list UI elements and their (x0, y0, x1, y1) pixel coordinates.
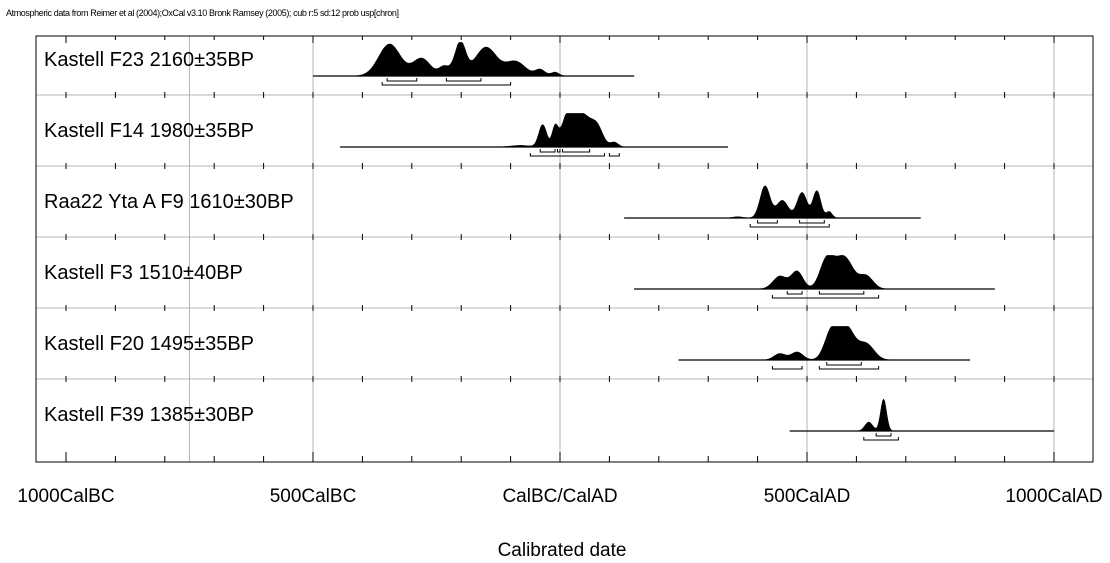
sample-row: Kastell F39 1385±30BP (44, 399, 1054, 440)
range-bracket (758, 220, 778, 223)
range-bracket (530, 153, 604, 156)
probability-distribution (624, 186, 920, 218)
range-bracket (827, 362, 862, 365)
x-tick-label: 1000CalBC (17, 486, 114, 507)
range-bracket (562, 149, 589, 152)
range-bracket (446, 78, 481, 81)
range-bracket (772, 366, 802, 369)
sample-row: Kastell F14 1980±35BP (44, 113, 728, 156)
probability-distribution (790, 399, 1054, 431)
x-tick-label: 500CalBC (270, 486, 357, 507)
range-bracket (387, 78, 417, 81)
sample-label: Kastell F39 1385±30BP (44, 404, 254, 426)
sample-label: Kastell F3 1510±40BP (44, 262, 243, 284)
range-bracket (876, 433, 891, 436)
sample-label: Kastell F20 1495±35BP (44, 333, 254, 355)
probability-distribution (340, 113, 728, 147)
sample-row: Kastell F3 1510±40BP (44, 255, 995, 298)
range-bracket (864, 437, 899, 440)
range-bracket (787, 291, 802, 294)
sample-label: Kastell F14 1980±35BP (44, 120, 254, 142)
range-bracket (540, 149, 555, 152)
probability-distribution (634, 255, 995, 289)
range-bracket (609, 153, 619, 156)
x-axis-labels: 1000CalBC 500CalBC CalBC/CalAD 500CalAD 1000… (17, 486, 1102, 507)
x-tick-label: CalBC/CalAD (502, 486, 617, 507)
range-bracket (750, 224, 829, 227)
range-bracket (819, 366, 878, 369)
x-tick-label: 1000CalAD (1005, 486, 1102, 507)
range-bracket (772, 295, 878, 298)
x-axis-title: Calibrated date (498, 540, 627, 561)
sample-label: Raa22 Yta A F9 1610±30BP (44, 191, 294, 213)
probability-distribution (313, 42, 634, 76)
x-tick-label: 500CalAD (764, 486, 851, 507)
range-bracket (819, 291, 863, 294)
range-bracket (800, 220, 825, 223)
sample-row: Kastell F23 2160±35BP (44, 42, 634, 85)
sample-row: Kastell F20 1495±35BP (44, 326, 970, 369)
sample-label: Kastell F23 2160±35BP (44, 49, 254, 71)
range-bracket (558, 149, 560, 152)
sample-rows: Kastell F23 2160±35BP Kastell F14 1980±35… (44, 42, 1054, 440)
plot-frame (36, 36, 1093, 462)
sample-row: Raa22 Yta A F9 1610±30BP (44, 186, 921, 227)
probability-distribution (679, 326, 970, 360)
range-bracket (382, 82, 510, 85)
grid (36, 36, 1093, 462)
